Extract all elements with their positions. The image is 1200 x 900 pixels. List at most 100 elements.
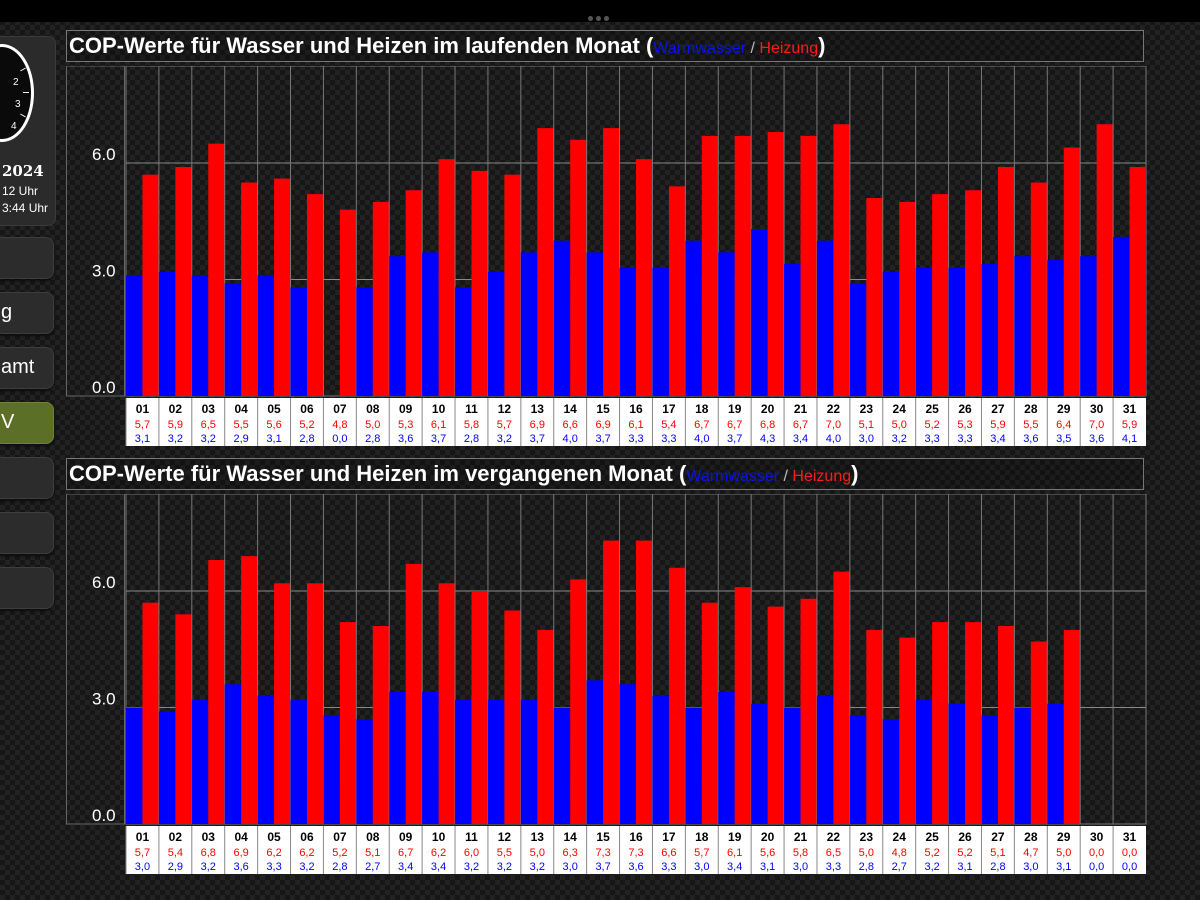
day-label: 16: [629, 402, 643, 416]
clock-tick: [20, 113, 26, 118]
day-label: 04: [234, 402, 248, 416]
bar-warmwasser: [257, 275, 275, 396]
value-label-heizung: 6,8: [760, 419, 775, 431]
value-label-heizung: 6,6: [563, 419, 578, 431]
bar-heizung: [208, 143, 225, 396]
bar-heizung: [767, 132, 785, 396]
value-label-heizung: 5,7: [135, 419, 150, 431]
label-cell: [323, 826, 357, 874]
value-label-warmwasser: 3,2: [168, 433, 183, 445]
value-label-heizung: 6,1: [628, 419, 643, 431]
day-label: 05: [267, 402, 281, 416]
bar-heizung: [339, 622, 357, 824]
bar-warmwasser: [882, 271, 900, 396]
day-label: 31: [1123, 830, 1137, 844]
legend-heizung: Heizung: [759, 40, 819, 57]
window-handle[interactable]: [588, 8, 612, 21]
value-label-warmwasser: 3,0: [563, 861, 578, 873]
value-label-heizung: 0,0: [1089, 847, 1104, 859]
cop-chart-previous-month: 0.0 3.0 6.0 01 5,7 3,0 02 5,4 2,9 03 6,8 3,2 04 6,9 3,…: [66, 494, 1148, 874]
nav-button-4-active[interactable]: V: [0, 402, 54, 444]
label-cell: [816, 398, 850, 446]
y-tick-label: 6.0: [92, 145, 116, 164]
value-label-heizung: 5,0: [1056, 847, 1071, 859]
value-label-warmwasser: 4,3: [760, 433, 775, 445]
day-label: 24: [893, 402, 907, 416]
label-cell: [224, 398, 258, 446]
value-label-heizung: 5,1: [365, 847, 380, 859]
value-label-heizung: 4,8: [332, 419, 347, 431]
nav-button-3[interactable]: amt: [0, 347, 54, 389]
bar-warmwasser: [586, 680, 604, 824]
clock-number: 3: [15, 99, 21, 110]
panel-title-close: ): [818, 33, 826, 58]
value-label-warmwasser: 3,7: [595, 861, 610, 873]
value-label-warmwasser: 3,6: [234, 861, 249, 873]
label-cell: [948, 826, 982, 874]
bar-warmwasser: [751, 229, 768, 396]
label-cell: [520, 826, 554, 874]
nav-button-2[interactable]: g: [0, 292, 54, 334]
nav-button-6[interactable]: [0, 512, 54, 554]
panel-title-close: ): [851, 461, 859, 486]
label-cell: [849, 398, 883, 446]
nav-button-7[interactable]: [0, 567, 54, 609]
label-cell: [718, 826, 752, 874]
day-label: 03: [202, 402, 216, 416]
bar-heizung: [800, 598, 817, 824]
bar-warmwasser: [553, 240, 571, 396]
value-label-warmwasser: 3,7: [530, 433, 545, 445]
y-axis-frame: [66, 494, 125, 825]
day-label: 16: [629, 830, 643, 844]
label-cell: [356, 398, 390, 446]
day-label: 30: [1090, 402, 1104, 416]
bar-warmwasser: [224, 684, 242, 824]
label-cell: [290, 826, 324, 874]
bar-warmwasser: [1080, 256, 1097, 396]
bar-heizung: [471, 591, 488, 824]
bar-heizung: [570, 139, 587, 396]
label-cell: [422, 398, 456, 446]
value-label-warmwasser: 2,9: [234, 433, 249, 445]
label-cell: [389, 398, 423, 446]
bar-heizung: [833, 571, 850, 824]
value-label-warmwasser: 3,7: [727, 433, 742, 445]
value-label-heizung: 5,2: [924, 419, 939, 431]
label-cell: [1080, 826, 1114, 874]
time-line-1: 12 Uhr: [2, 184, 39, 198]
label-cell: [1113, 398, 1146, 446]
value-label-warmwasser: 3,3: [266, 861, 281, 873]
label-cell: [191, 398, 225, 446]
bar-warmwasser: [158, 711, 176, 824]
bar-heizung: [899, 637, 916, 824]
label-cell: [257, 826, 291, 874]
day-label: 28: [1024, 402, 1038, 416]
value-label-heizung: 5,6: [266, 419, 281, 431]
bar-warmwasser: [487, 699, 505, 824]
day-label: 05: [267, 830, 281, 844]
bar-heizung: [997, 626, 1015, 824]
nav-button-5[interactable]: [0, 457, 54, 499]
value-label-heizung: 7,3: [628, 847, 643, 859]
day-label: 04: [234, 830, 248, 844]
value-label-warmwasser: 2,8: [990, 861, 1005, 873]
day-label: 27: [991, 830, 1005, 844]
nav-button-1[interactable]: [0, 237, 54, 279]
day-label: 10: [432, 402, 446, 416]
bar-warmwasser: [915, 267, 933, 396]
day-label: 29: [1057, 830, 1071, 844]
day-label: 08: [366, 402, 380, 416]
label-cell: [1047, 398, 1081, 446]
bar-warmwasser: [126, 707, 143, 824]
value-label-warmwasser: 4,1: [1122, 433, 1137, 445]
value-label-heizung: 6,3: [563, 847, 578, 859]
bar-heizung: [537, 128, 554, 396]
bar-heizung: [339, 209, 357, 396]
value-label-heizung: 6,2: [299, 847, 314, 859]
value-label-warmwasser: 3,2: [464, 861, 479, 873]
value-label-warmwasser: 2,8: [299, 433, 314, 445]
value-label-warmwasser: 3,6: [1089, 433, 1104, 445]
bar-heizung: [932, 622, 949, 824]
label-cell: [784, 826, 817, 874]
value-label-warmwasser: 3,0: [694, 861, 709, 873]
